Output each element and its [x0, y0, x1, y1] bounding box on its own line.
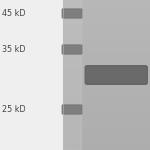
Text: 35 kD: 35 kD — [2, 45, 25, 54]
Text: 45 kD: 45 kD — [2, 9, 25, 18]
Bar — [63, 0, 81, 150]
Text: 25 kD: 25 kD — [2, 105, 25, 114]
FancyBboxPatch shape — [85, 66, 147, 84]
FancyBboxPatch shape — [62, 105, 82, 114]
FancyBboxPatch shape — [62, 9, 82, 18]
FancyBboxPatch shape — [62, 45, 82, 54]
